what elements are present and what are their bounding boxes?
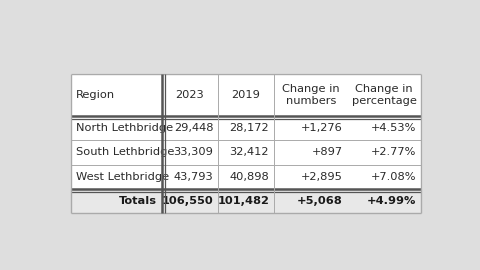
Text: 32,412: 32,412 [229,147,269,157]
Text: West Lethbridge: West Lethbridge [76,172,169,182]
Text: 106,550: 106,550 [161,196,213,206]
Text: Region: Region [76,90,115,100]
Text: North Lethbridge: North Lethbridge [76,123,173,133]
Text: +2.77%: +2.77% [371,147,416,157]
Text: 101,482: 101,482 [217,196,269,206]
Text: South Lethbridge: South Lethbridge [76,147,174,157]
Text: +4.53%: +4.53% [371,123,416,133]
Text: Totals: Totals [119,196,157,206]
Text: 29,448: 29,448 [174,123,213,133]
Text: 2019: 2019 [231,90,261,100]
Text: 2023: 2023 [176,90,204,100]
Text: +7.08%: +7.08% [371,172,416,182]
Text: +2,895: +2,895 [300,172,343,182]
Text: +5,068: +5,068 [297,196,343,206]
Text: +4.99%: +4.99% [367,196,416,206]
Text: +897: +897 [312,147,343,157]
Text: Change in
percentage: Change in percentage [352,84,417,106]
Text: 28,172: 28,172 [229,123,269,133]
Text: 33,309: 33,309 [173,147,213,157]
Text: +1,276: +1,276 [301,123,343,133]
Text: Change in
numbers: Change in numbers [282,84,339,106]
Text: 43,793: 43,793 [173,172,213,182]
Text: 40,898: 40,898 [229,172,269,182]
